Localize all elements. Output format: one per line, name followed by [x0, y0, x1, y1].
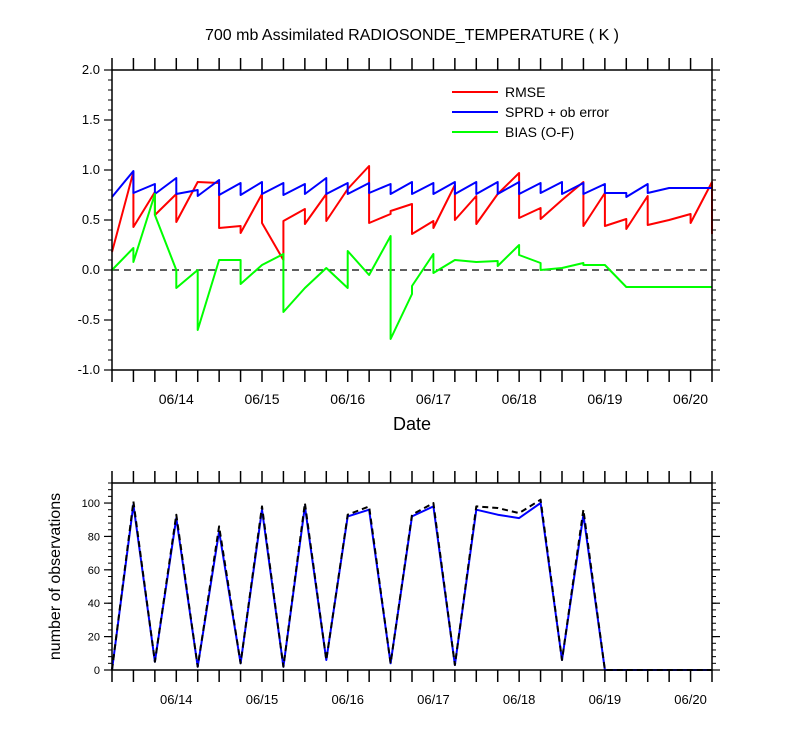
- x-tick-label: 06/18: [502, 391, 537, 407]
- chart-title: 700 mb Assimilated RADIOSONDE_TEMPERATUR…: [205, 27, 619, 44]
- top-panel: 700 mb Assimilated RADIOSONDE_TEMPERATUR…: [78, 27, 720, 434]
- x-tick-label: 06/17: [416, 391, 451, 407]
- y-tick-label: 0.0: [82, 262, 100, 277]
- series-line-sprd-ob-error: [111, 170, 712, 198]
- y-tick-label: 0: [94, 665, 100, 677]
- series-line-bias-o-f: [111, 193, 712, 340]
- x-tick-label: 06/17: [417, 692, 450, 707]
- legend-label: SPRD + ob error: [505, 104, 609, 120]
- legend-label: BIAS (O-F): [505, 124, 574, 140]
- legend-label: RMSE: [505, 84, 545, 100]
- x-tick-label: 06/18: [503, 692, 536, 707]
- x-tick-label: 06/14: [159, 391, 194, 407]
- y-tick-label: 2.0: [82, 62, 100, 77]
- y-tick-label: 0.5: [82, 212, 100, 227]
- y-tick-label: 60: [88, 565, 100, 577]
- y-tick-label: 1.0: [82, 162, 100, 177]
- x-tick-label: 06/15: [244, 391, 279, 407]
- y-axis-label: number of observations: [47, 493, 64, 660]
- x-tick-label: 06/20: [673, 391, 708, 407]
- x-tick-label: 06/16: [331, 692, 364, 707]
- x-tick-label: 06/14: [160, 692, 193, 707]
- y-tick-label: 20: [88, 632, 100, 644]
- y-tick-label: 100: [82, 498, 100, 510]
- bottom-panel: 06/14 06/15 06/16 06/17 06/18 06/19 06/20 0 20 40…: [47, 471, 720, 707]
- x-tick-label: 06/20: [674, 692, 707, 707]
- y-tick-label: -1.0: [78, 362, 100, 377]
- x-tick-label: 06/19: [589, 692, 622, 707]
- x-tick-label: 06/15: [246, 692, 279, 707]
- y-tick-label: 1.5: [82, 112, 100, 127]
- x-axis-label: Date: [393, 414, 431, 434]
- y-tick-label: 40: [88, 598, 100, 610]
- series-line-rmse: [111, 165, 713, 261]
- x-tick-label: 06/19: [587, 391, 622, 407]
- x-tick-label: 06/16: [330, 391, 365, 407]
- y-tick-label: 80: [88, 531, 100, 543]
- y-tick-label: -0.5: [78, 312, 100, 327]
